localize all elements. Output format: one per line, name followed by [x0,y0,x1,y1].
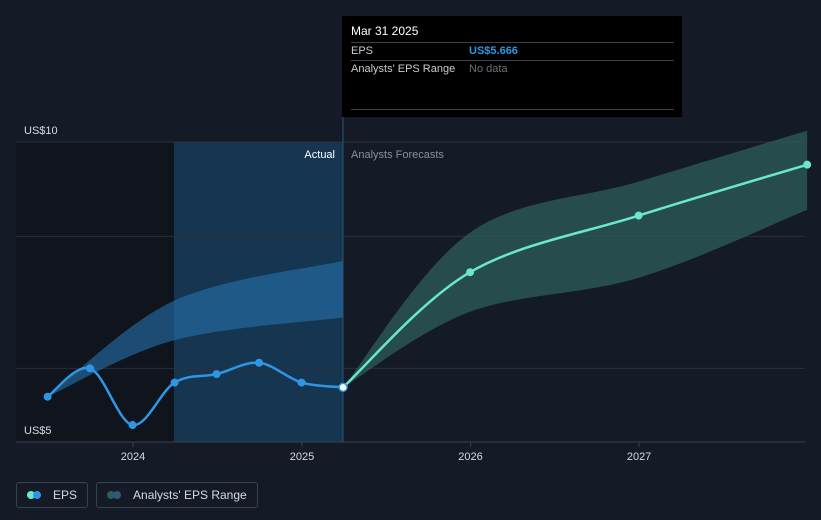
actual-label: Actual [304,149,335,161]
hover-tooltip: Mar 31 2025 EPS US$5.666 Analysts' EPS R… [342,16,682,117]
data-point [803,160,812,169]
legend: EPS Analysts' EPS Range [16,482,258,508]
tooltip-eps-label: EPS [351,45,374,57]
x-tick-label: 2027 [627,451,651,463]
data-point [86,364,95,373]
legend-eps-label: EPS [53,488,78,502]
tooltip-divider [351,109,674,110]
data-point [466,268,475,277]
y-tick-label-bottom: US$5 [24,425,52,437]
tooltip-range-value: No data [469,63,508,75]
tooltip-date: Mar 31 2025 [351,24,419,38]
range-legend-icon [107,491,125,499]
forecast-label: Analysts Forecasts [351,149,444,161]
data-point [170,378,179,387]
series-line-1 [342,163,808,389]
tooltip-eps-value: US$5.666 [469,45,518,57]
x-tick-label: 2026 [458,451,482,463]
series-line-0 [46,361,344,427]
actual-range-band [47,260,344,397]
x-tick-label: 2024 [121,451,145,463]
data-point [212,370,221,379]
pre-actual-shade [16,142,174,442]
data-point [634,211,643,220]
tooltip-row-range: Analysts' EPS Range No data [351,60,674,78]
x-axis-ticks: 2024 2025 2026 2027 [121,442,651,463]
range-bands [47,130,808,397]
current-point [338,382,348,393]
y-tick-label-top: US$10 [24,125,58,137]
data-point [297,378,306,387]
forecast-range-band [343,130,808,388]
legend-range-label: Analysts' EPS Range [133,488,247,502]
legend-eps-toggle[interactable]: EPS [16,482,89,508]
series-points [43,160,812,430]
x-tick-label: 2025 [290,451,314,463]
tooltip-range-label: Analysts' EPS Range [351,63,456,75]
data-point [43,392,52,401]
data-point [255,358,264,367]
data-point [128,421,137,430]
tooltip-row-eps: EPS US$5.666 [351,42,674,60]
series-lines [46,163,808,427]
eps-legend-icon [27,491,45,499]
legend-range-toggle[interactable]: Analysts' EPS Range [96,482,258,508]
